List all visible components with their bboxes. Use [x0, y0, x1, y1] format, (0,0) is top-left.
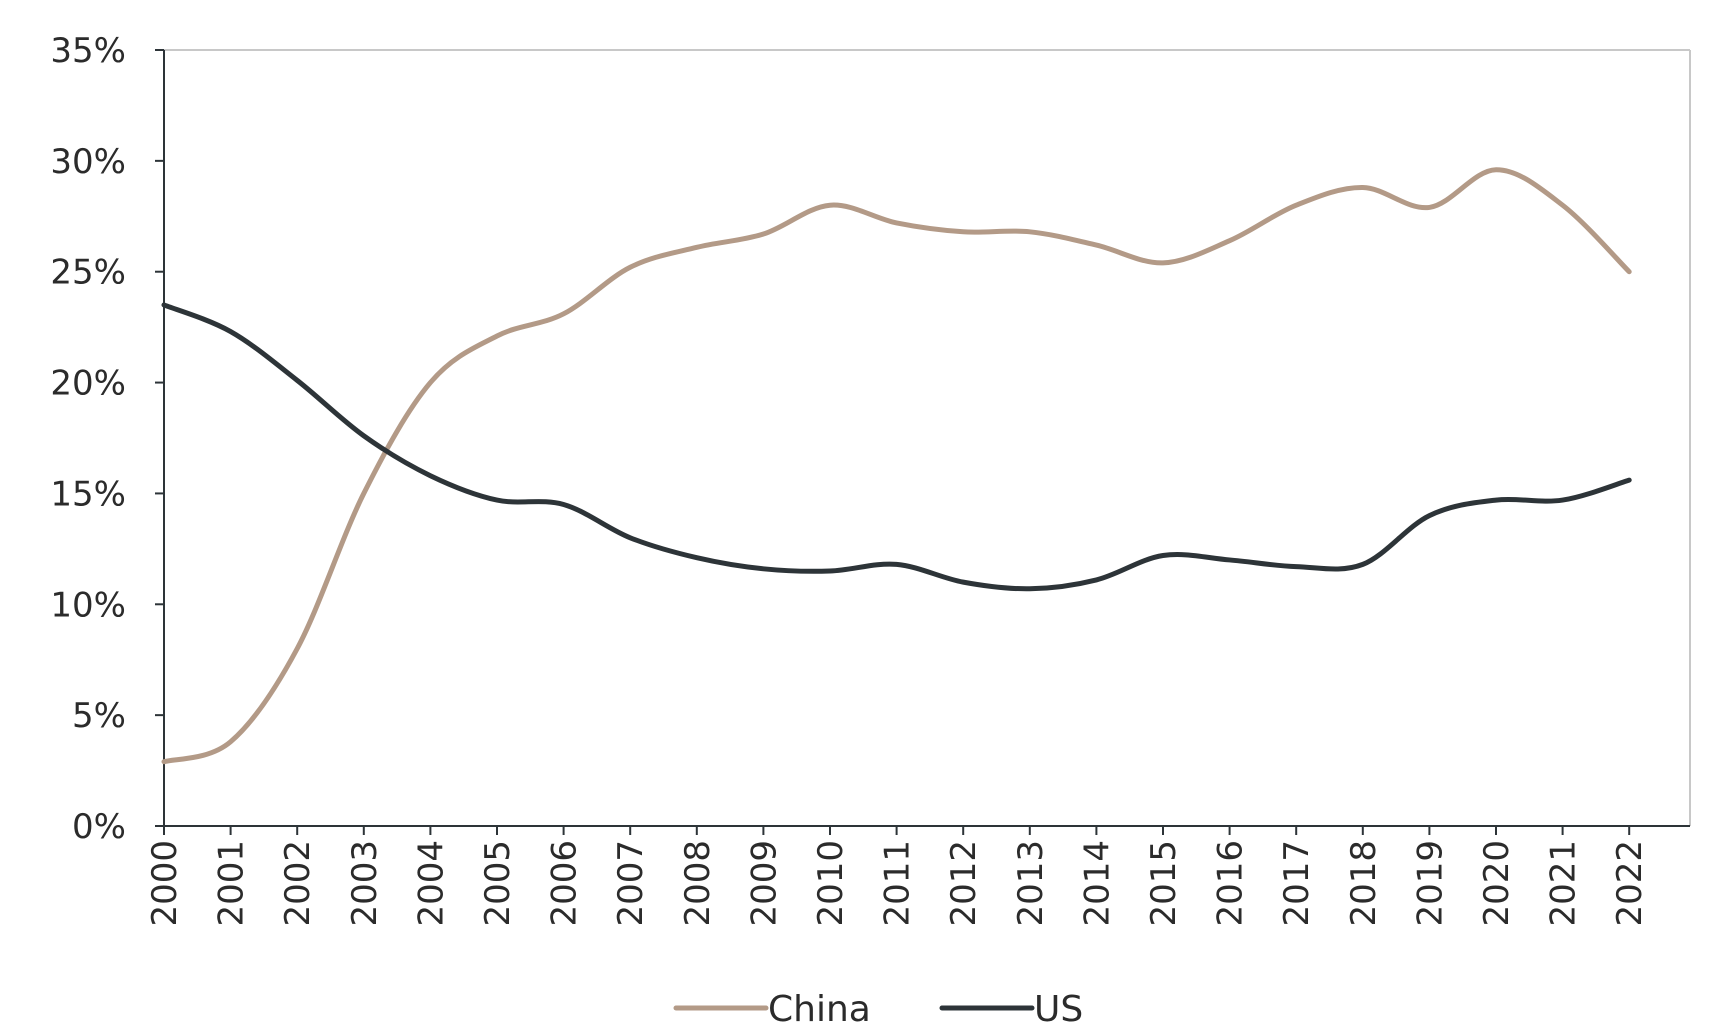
- x-tick-label: 2018: [1344, 840, 1384, 927]
- x-tick-label: 2000: [145, 840, 185, 927]
- x-tick-label: 2012: [944, 840, 984, 927]
- x-tick-label: 2001: [212, 840, 252, 927]
- x-tick-label: 2015: [1144, 840, 1184, 927]
- x-tick-label: 2004: [411, 840, 451, 927]
- legend-label-us: US: [1034, 989, 1083, 1030]
- x-tick-label: 2014: [1077, 840, 1117, 927]
- x-tick-label: 2021: [1544, 840, 1584, 927]
- x-tick-label: 2013: [1011, 840, 1051, 927]
- x-tick-label: 2010: [811, 840, 851, 927]
- x-tick-label: 2016: [1211, 840, 1251, 927]
- x-tick-label: 2017: [1277, 840, 1317, 927]
- x-tick-label: 2019: [1410, 840, 1450, 927]
- y-tick-label: 25%: [50, 253, 126, 293]
- y-tick-label: 0%: [72, 807, 126, 847]
- x-tick-label: 2003: [345, 840, 385, 927]
- x-tick-label: 2005: [478, 840, 518, 927]
- x-tick-label: 2008: [678, 840, 718, 927]
- x-tick-label: 2020: [1477, 840, 1517, 927]
- y-tick-label: 30%: [50, 142, 126, 182]
- y-tick-label: 20%: [50, 364, 126, 404]
- y-tick-label: 10%: [50, 585, 126, 625]
- x-tick-label: 2007: [611, 840, 651, 927]
- y-tick-label: 35%: [50, 31, 126, 71]
- x-axis-ticks: 2000 2001 2002 2003 2004 2005 2006 2007 2008 2009…: [145, 826, 1650, 927]
- y-tick-label: 15%: [50, 474, 126, 514]
- legend: China US: [673, 989, 1083, 1030]
- x-tick-label: 2002: [278, 840, 318, 927]
- series-line-china: [161, 167, 1632, 765]
- x-tick-label: 2022: [1610, 840, 1650, 927]
- series-line-us: [161, 302, 1632, 592]
- x-tick-label: 2009: [744, 840, 784, 927]
- x-tick-label: 2006: [545, 840, 585, 927]
- series-layer: [161, 167, 1632, 765]
- x-tick-label: 2011: [878, 840, 918, 927]
- y-axis-ticks: 0% 5% 10% 15% 20% 25% 30% 35%: [50, 31, 164, 847]
- legend-label-china: China: [768, 989, 871, 1030]
- y-tick-label: 5%: [72, 696, 126, 736]
